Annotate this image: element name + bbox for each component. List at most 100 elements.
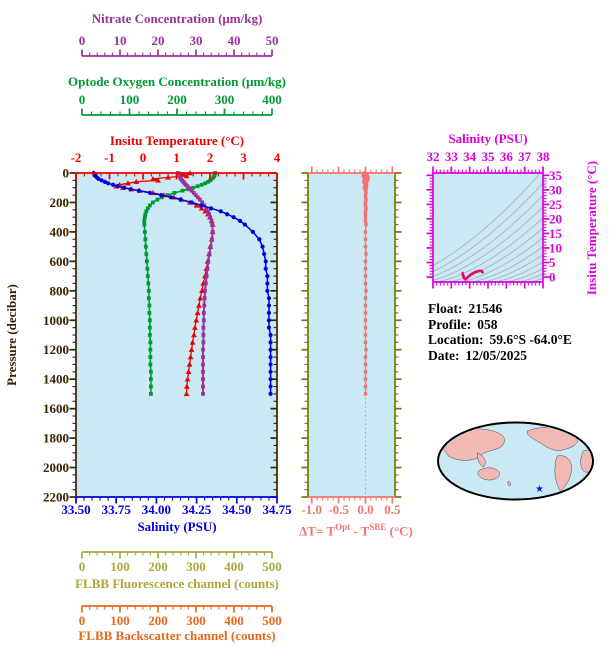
date-value: 12/05/2025 <box>465 347 527 363</box>
delta-t-axis-bottom: -1.0 -0.5 0.0 0.5 <box>301 496 401 517</box>
fluorescence-axis: 0 100 200 300 400 500 <box>79 551 282 574</box>
svg-text:-0.5: -0.5 <box>328 502 349 517</box>
nitrate-axis: 0 10 20 30 40 50 <box>79 33 279 57</box>
plot-backgrounds <box>76 173 543 497</box>
svg-text:0: 0 <box>79 559 86 574</box>
ts-profile-track <box>461 269 485 281</box>
svg-text:200: 200 <box>50 195 70 210</box>
svg-text:15: 15 <box>549 226 563 241</box>
svg-text:100: 100 <box>110 559 130 574</box>
svg-text:400: 400 <box>262 92 282 107</box>
location-info-line: Location: 59.6°S -64.0°E <box>428 332 572 348</box>
date-label: Date: <box>428 347 460 363</box>
svg-text:2: 2 <box>207 150 214 165</box>
float-location-marker: ★ <box>535 484 544 495</box>
insitu-temperature-axis-title: Insitu Temperature (°C) <box>109 133 245 148</box>
svg-text:5: 5 <box>549 255 556 270</box>
svg-text:0: 0 <box>79 613 86 628</box>
svg-text:-2: -2 <box>71 150 82 165</box>
salinity-profile-curve <box>91 170 273 397</box>
svg-text:0: 0 <box>63 166 70 181</box>
svg-text:1400: 1400 <box>43 372 69 387</box>
svg-text:1200: 1200 <box>43 342 69 357</box>
profile-label: Profile: <box>428 316 472 332</box>
delta-t-label-sup-opt: Opt <box>335 522 351 532</box>
pressure-axis-left: 0 200 400 600 800 1000 1200 1400 1600 1800 2000 220… <box>43 166 77 505</box>
svg-text:200: 200 <box>148 613 168 628</box>
svg-text:10: 10 <box>114 33 127 48</box>
svg-text:32: 32 <box>427 149 440 164</box>
location-value: 59.6°S -64.0°E <box>489 332 572 347</box>
svg-text:-1: -1 <box>104 150 115 165</box>
svg-text:40: 40 <box>228 33 241 48</box>
svg-text:37: 37 <box>518 149 532 164</box>
svg-text:20: 20 <box>152 33 165 48</box>
world-map: ★ <box>437 421 594 501</box>
delta-t-label-part: (°C) <box>386 523 413 539</box>
svg-text:3: 3 <box>240 150 247 165</box>
insitu-temperature-axis: -2 -1 0 1 2 3 4 <box>71 150 281 180</box>
svg-text:200: 200 <box>148 559 168 574</box>
svg-text:200: 200 <box>167 92 187 107</box>
svg-text:0: 0 <box>79 33 86 48</box>
svg-text:33.50: 33.50 <box>61 502 90 517</box>
svg-text:34.75: 34.75 <box>262 502 292 517</box>
delta-t-label-part: - T <box>350 523 370 539</box>
svg-text:2000: 2000 <box>43 460 69 475</box>
svg-text:400: 400 <box>224 613 244 628</box>
fluorescence-axis-title: FLBB Fluorescence channel (counts) <box>75 576 279 591</box>
svg-text:0.0: 0.0 <box>357 502 373 517</box>
ts-temperature-axis-title: Insitu Temperature (°C) <box>584 160 599 296</box>
svg-text:300: 300 <box>215 92 235 107</box>
pressure-axis-title: Pressure (decibar) <box>4 284 19 386</box>
svg-text:50: 50 <box>266 33 279 48</box>
float-info-line: Float: 21546 <box>428 301 572 317</box>
svg-text:30: 30 <box>190 33 203 48</box>
svg-text:0: 0 <box>549 270 556 285</box>
svg-text:400: 400 <box>224 559 244 574</box>
svg-text:10: 10 <box>549 240 562 255</box>
svg-text:800: 800 <box>50 283 70 298</box>
float-info-block: Float: 21546 Profile: 058 Location: 59.6°S … <box>428 301 572 363</box>
svg-text:1000: 1000 <box>43 313 69 328</box>
svg-text:-1.0: -1.0 <box>301 502 322 517</box>
oxygen-axis: 0 100 200 300 400 <box>79 92 282 116</box>
svg-text:600: 600 <box>50 254 70 269</box>
svg-text:300: 300 <box>186 613 206 628</box>
delta-t-axis-top <box>308 166 395 174</box>
nitrate-axis-title: Nitrate Concentration (μm/kg) <box>91 11 263 26</box>
delta-t-curve <box>361 171 371 396</box>
salinity-axis-title: Salinity (PSU) <box>137 519 217 534</box>
profile-value: 058 <box>477 316 498 332</box>
svg-text:100: 100 <box>120 92 140 107</box>
svg-text:33: 33 <box>445 149 459 164</box>
float-label: Float: <box>428 301 463 316</box>
svg-text:400: 400 <box>50 224 70 239</box>
ts-salinity-axis-top: 32 33 34 35 36 37 38 <box>427 149 551 174</box>
svg-text:2200: 2200 <box>43 490 69 505</box>
svg-text:25: 25 <box>549 197 563 212</box>
svg-text:1800: 1800 <box>43 431 69 446</box>
svg-text:500: 500 <box>262 613 282 628</box>
nitrate-profile-curve <box>176 171 215 396</box>
svg-text:20: 20 <box>549 211 562 226</box>
float-value: 21546 <box>468 301 503 316</box>
svg-text:4: 4 <box>274 150 281 165</box>
svg-text:35: 35 <box>482 149 496 164</box>
delta-frame-left <box>301 172 309 498</box>
delta-t-label-sup-sbe: SBE <box>369 522 387 532</box>
svg-text:300: 300 <box>186 559 206 574</box>
ts-salinity-axis-title: Salinity (PSU) <box>448 131 528 146</box>
svg-text:0: 0 <box>140 150 147 165</box>
svg-text:0.5: 0.5 <box>384 502 401 517</box>
oxygen-axis-title: Optode Oxygen Concentration (μm/kg) <box>68 74 286 89</box>
backscatter-axis: 0 100 200 300 400 500 <box>79 605 282 628</box>
svg-text:500: 500 <box>262 559 282 574</box>
svg-text:30: 30 <box>549 182 562 197</box>
svg-text:1600: 1600 <box>43 401 69 416</box>
svg-text:33.75: 33.75 <box>102 502 132 517</box>
svg-text:38: 38 <box>537 149 551 164</box>
date-info-line: Date: 12/05/2025 <box>428 348 572 364</box>
